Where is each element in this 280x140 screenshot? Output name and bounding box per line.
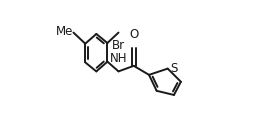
Text: Me: Me — [56, 25, 73, 38]
Text: O: O — [129, 28, 138, 41]
Text: S: S — [170, 62, 178, 75]
Text: NH: NH — [110, 52, 127, 65]
Text: Br: Br — [112, 39, 125, 52]
